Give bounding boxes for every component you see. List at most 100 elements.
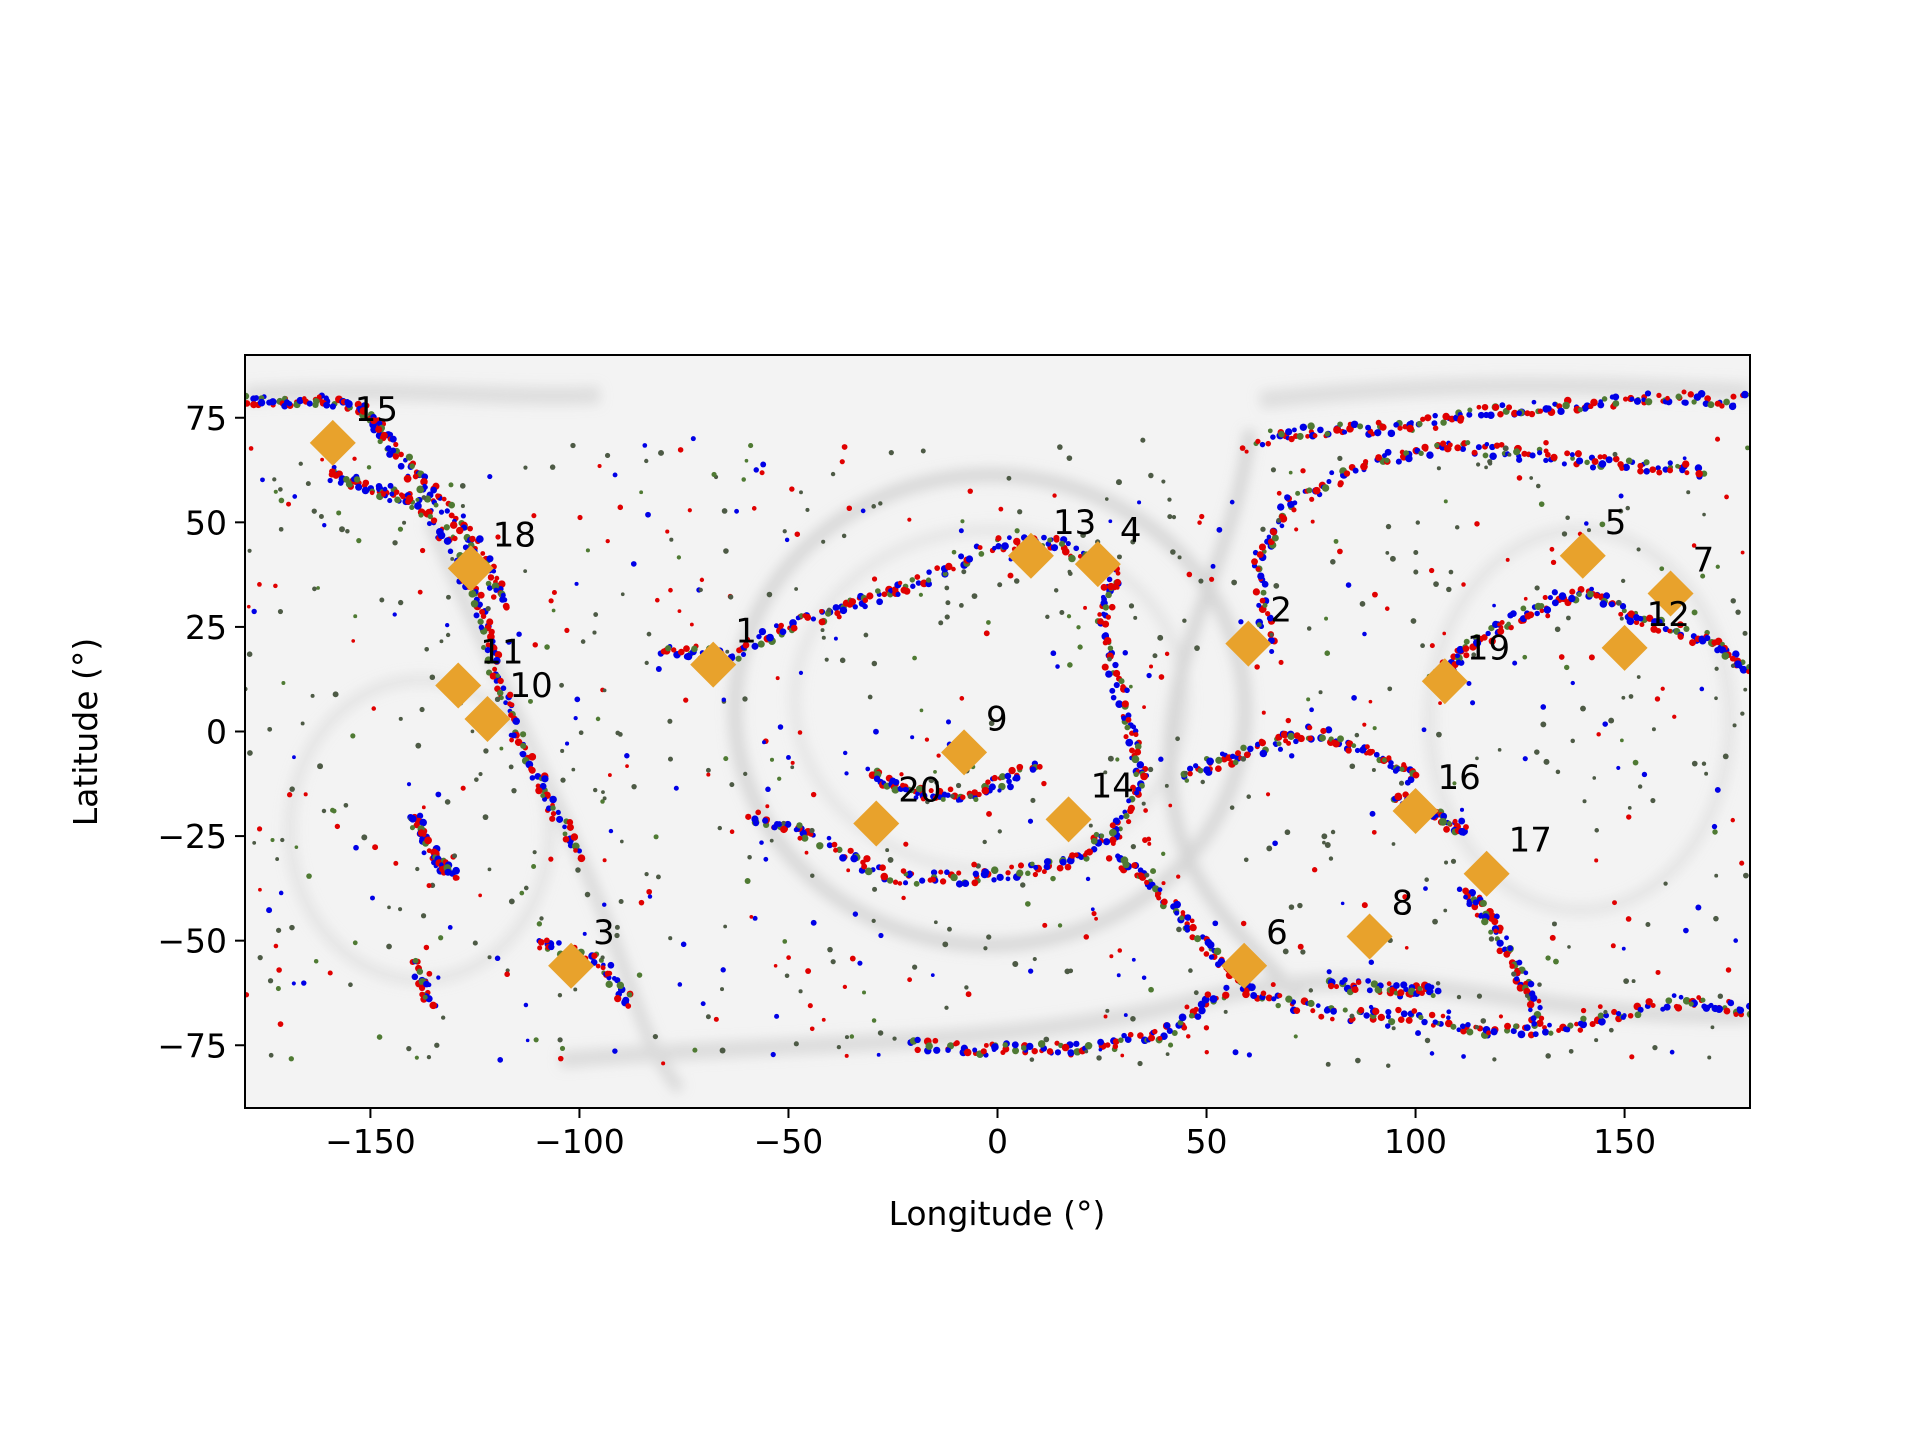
- feature-point: [656, 874, 661, 880]
- feature-point: [624, 753, 630, 759]
- feature-point: [1333, 984, 1340, 990]
- feature-point: [747, 855, 752, 860]
- feature-point: [1442, 412, 1450, 421]
- feature-point: [1328, 856, 1334, 861]
- feature-point: [831, 841, 838, 848]
- feature-point: [1028, 968, 1034, 974]
- feature-point: [1443, 825, 1450, 833]
- feature-point: [1591, 458, 1599, 466]
- feature-point: [1324, 616, 1329, 621]
- feature-point: [1565, 515, 1570, 521]
- feature-point: [645, 511, 651, 518]
- feature-point: [1603, 592, 1611, 600]
- feature-point: [1554, 626, 1561, 633]
- feature-point: [372, 844, 379, 851]
- feature-point: [1526, 1000, 1535, 1009]
- feature-point: [751, 506, 757, 511]
- feature-point: [1161, 479, 1166, 484]
- site-marker: [1074, 541, 1121, 588]
- feature-point: [857, 960, 863, 966]
- feature-point: [424, 836, 432, 845]
- feature-point: [585, 548, 590, 553]
- feature-point: [503, 700, 509, 706]
- feature-point: [1197, 767, 1204, 774]
- feature-point: [933, 920, 938, 925]
- site-label: 11: [480, 632, 523, 672]
- feature-point: [1066, 614, 1072, 619]
- feature-point: [1620, 1014, 1626, 1020]
- y-tick-label: 25: [185, 608, 227, 647]
- feature-point: [1511, 971, 1517, 977]
- feature-point: [487, 474, 493, 480]
- feature-point: [1374, 429, 1382, 437]
- feature-point: [897, 580, 903, 586]
- feature-point: [278, 497, 285, 504]
- feature-point: [1611, 1008, 1618, 1016]
- feature-point: [447, 924, 453, 930]
- feature-point: [861, 863, 868, 870]
- feature-point: [871, 660, 878, 667]
- feature-point: [1536, 1019, 1544, 1028]
- feature-point: [1188, 1012, 1195, 1019]
- feature-point: [1168, 1042, 1174, 1048]
- feature-point: [1695, 470, 1703, 478]
- feature-point: [1416, 420, 1423, 428]
- feature-point: [763, 856, 769, 862]
- feature-point: [1368, 699, 1373, 704]
- feature-point: [387, 482, 394, 489]
- feature-point: [962, 879, 970, 888]
- feature-point: [1514, 976, 1520, 982]
- feature-point: [1446, 821, 1452, 826]
- feature-point: [1503, 950, 1511, 958]
- feature-point: [1362, 631, 1367, 637]
- feature-point: [551, 608, 556, 613]
- feature-point: [1643, 459, 1650, 466]
- feature-point: [1244, 449, 1249, 454]
- feature-point: [1523, 1024, 1531, 1031]
- feature-point: [1178, 1013, 1187, 1022]
- feature-point: [1171, 1029, 1178, 1036]
- feature-point: [424, 646, 429, 652]
- feature-point: [616, 981, 625, 990]
- feature-point: [1439, 818, 1447, 826]
- feature-point: [1307, 725, 1313, 731]
- feature-point: [1656, 469, 1663, 476]
- feature-point: [996, 873, 1004, 881]
- feature-point: [756, 633, 762, 640]
- feature-point: [597, 463, 602, 469]
- feature-point: [1324, 842, 1331, 848]
- feature-point: [1384, 1023, 1391, 1029]
- feature-point: [582, 931, 587, 936]
- feature-point: [318, 514, 324, 519]
- feature-point: [1625, 457, 1633, 465]
- feature-point: [1558, 592, 1567, 600]
- feature-point: [405, 453, 413, 461]
- feature-point: [1098, 1047, 1103, 1052]
- feature-point: [496, 689, 504, 697]
- feature-point: [1148, 1034, 1156, 1042]
- feature-point: [781, 820, 786, 826]
- feature-point: [1481, 634, 1488, 641]
- feature-point: [832, 604, 840, 612]
- feature-point: [548, 943, 555, 951]
- feature-point: [786, 755, 791, 760]
- feature-point: [1530, 994, 1538, 1002]
- feature-point: [983, 630, 990, 637]
- feature-point: [1443, 908, 1448, 913]
- feature-point: [1516, 410, 1522, 416]
- feature-point: [1627, 610, 1636, 618]
- feature-point: [273, 943, 279, 949]
- site-marker: [941, 729, 988, 776]
- feature-point: [1369, 810, 1376, 817]
- feature-point: [1077, 554, 1083, 559]
- feature-point: [1589, 1021, 1596, 1028]
- feature-point: [1732, 723, 1737, 728]
- feature-point: [505, 968, 510, 973]
- feature-point: [605, 538, 610, 544]
- feature-point: [871, 576, 878, 582]
- feature-point: [1256, 622, 1262, 628]
- feature-point: [608, 828, 614, 834]
- feature-point: [1575, 457, 1584, 465]
- feature-point: [1723, 1007, 1731, 1015]
- feature-point: [443, 537, 452, 545]
